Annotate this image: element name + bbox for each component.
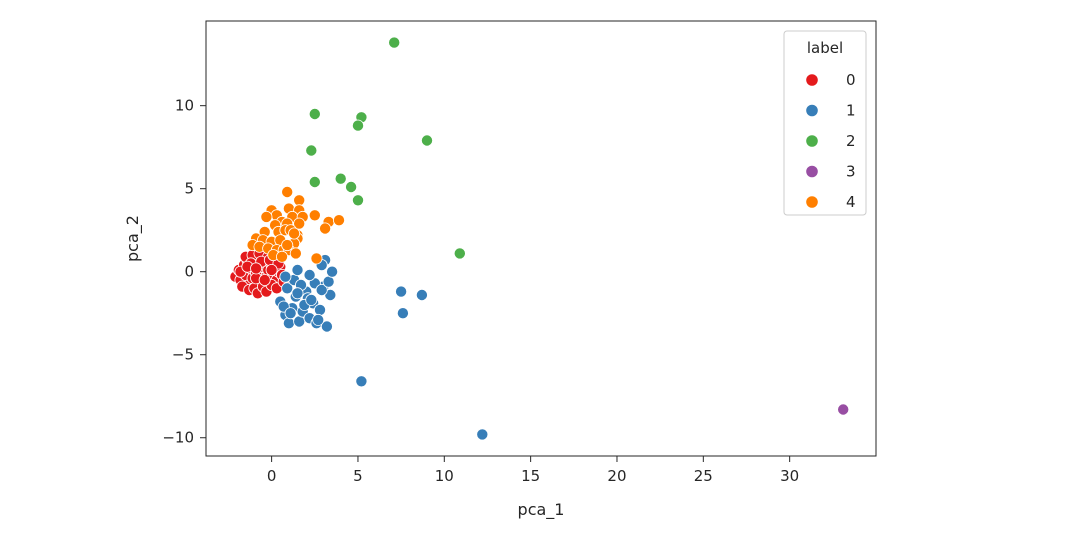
legend-title: label bbox=[807, 39, 843, 57]
point-series-1 bbox=[322, 275, 335, 288]
point-series-2 bbox=[308, 175, 321, 188]
legend-entry-1: 1 bbox=[805, 102, 856, 120]
point-series-2 bbox=[345, 180, 358, 193]
legend-entry-0: 0 bbox=[805, 71, 856, 89]
point-series-1 bbox=[476, 428, 489, 441]
x-tick-label: 0 bbox=[267, 467, 277, 485]
point-series-1 bbox=[315, 283, 328, 296]
point-series-4 bbox=[332, 214, 345, 227]
point-series-4 bbox=[275, 250, 288, 263]
x-axis-title: pca_1 bbox=[518, 500, 565, 520]
point-series-4 bbox=[310, 252, 323, 265]
point-series-4 bbox=[281, 185, 294, 198]
x-tick-label: 30 bbox=[780, 467, 799, 485]
legend-marker bbox=[805, 103, 819, 118]
legend-marker bbox=[805, 73, 819, 87]
point-series-1 bbox=[396, 307, 409, 320]
x-axis-ticks: 0 5 10 15 20 25 30 bbox=[267, 456, 799, 485]
series-4 bbox=[246, 185, 345, 265]
point-series-1 bbox=[313, 303, 326, 316]
point-series-4 bbox=[289, 247, 302, 260]
x-tick-label: 15 bbox=[521, 467, 540, 485]
legend-label: 0 bbox=[846, 71, 856, 89]
point-series-4 bbox=[308, 209, 321, 222]
series-3 bbox=[837, 403, 850, 416]
point-series-1 bbox=[326, 265, 339, 278]
legend-marker bbox=[805, 195, 819, 209]
point-series-2 bbox=[351, 119, 364, 132]
series-1 bbox=[274, 254, 489, 441]
y-tick-label: 0 bbox=[184, 263, 194, 281]
point-series-1 bbox=[282, 317, 295, 330]
point-series-0 bbox=[258, 273, 271, 286]
point-series-1 bbox=[312, 313, 325, 326]
legend-marker bbox=[805, 134, 819, 148]
point-series-2 bbox=[388, 36, 401, 49]
point-series-2 bbox=[351, 194, 364, 207]
point-series-4 bbox=[319, 222, 332, 235]
point-series-0 bbox=[265, 263, 278, 276]
plot-area bbox=[206, 21, 876, 456]
point-series-1 bbox=[303, 268, 316, 281]
y-axis-ticks: −10 −5 0 5 10 bbox=[162, 97, 206, 447]
point-series-1 bbox=[279, 270, 292, 283]
points-layer bbox=[229, 36, 850, 441]
legend-entry-4: 4 bbox=[805, 193, 856, 211]
point-series-1 bbox=[415, 288, 428, 301]
legend-label: 4 bbox=[846, 193, 856, 211]
x-tick-label: 5 bbox=[353, 467, 363, 485]
y-tick-label: 5 bbox=[184, 180, 194, 198]
point-series-1 bbox=[291, 287, 304, 300]
y-axis-title: pca_2 bbox=[123, 215, 143, 262]
point-series-2 bbox=[308, 108, 321, 121]
point-series-1 bbox=[355, 375, 368, 388]
point-series-0 bbox=[250, 262, 263, 275]
legend: label 0 1 2 3 4 bbox=[783, 30, 867, 216]
point-series-1 bbox=[305, 293, 318, 306]
legend-entries: 0 1 2 3 4 bbox=[805, 71, 856, 211]
plot-frame bbox=[205, 20, 877, 457]
point-series-4 bbox=[281, 239, 294, 252]
legend-entry-2: 2 bbox=[805, 132, 856, 150]
legend-box bbox=[783, 30, 867, 216]
point-series-1 bbox=[291, 263, 304, 276]
point-series-3 bbox=[837, 403, 850, 416]
point-series-4 bbox=[288, 227, 301, 240]
point-series-4 bbox=[293, 217, 306, 230]
legend-marker bbox=[805, 164, 819, 179]
legend-label: 3 bbox=[846, 163, 856, 181]
point-series-2 bbox=[334, 172, 347, 185]
point-series-1 bbox=[284, 307, 297, 320]
point-series-2 bbox=[453, 247, 466, 260]
point-series-1 bbox=[395, 285, 408, 298]
y-tick-label: −5 bbox=[172, 346, 194, 364]
point-series-1 bbox=[281, 282, 294, 295]
point-series-2 bbox=[420, 134, 433, 147]
x-tick-label: 20 bbox=[607, 467, 626, 485]
x-tick-label: 25 bbox=[694, 467, 713, 485]
point-series-2 bbox=[305, 144, 318, 157]
series-2 bbox=[305, 36, 466, 260]
point-series-4 bbox=[260, 210, 273, 223]
point-series-4 bbox=[293, 194, 306, 207]
legend-entry-3: 3 bbox=[805, 163, 856, 181]
legend-label: 1 bbox=[846, 102, 856, 120]
y-tick-label: −10 bbox=[162, 429, 194, 447]
legend-label: 2 bbox=[846, 132, 856, 150]
point-series-1 bbox=[320, 320, 333, 333]
x-tick-label: 10 bbox=[435, 467, 454, 485]
y-tick-label: 10 bbox=[175, 97, 194, 115]
